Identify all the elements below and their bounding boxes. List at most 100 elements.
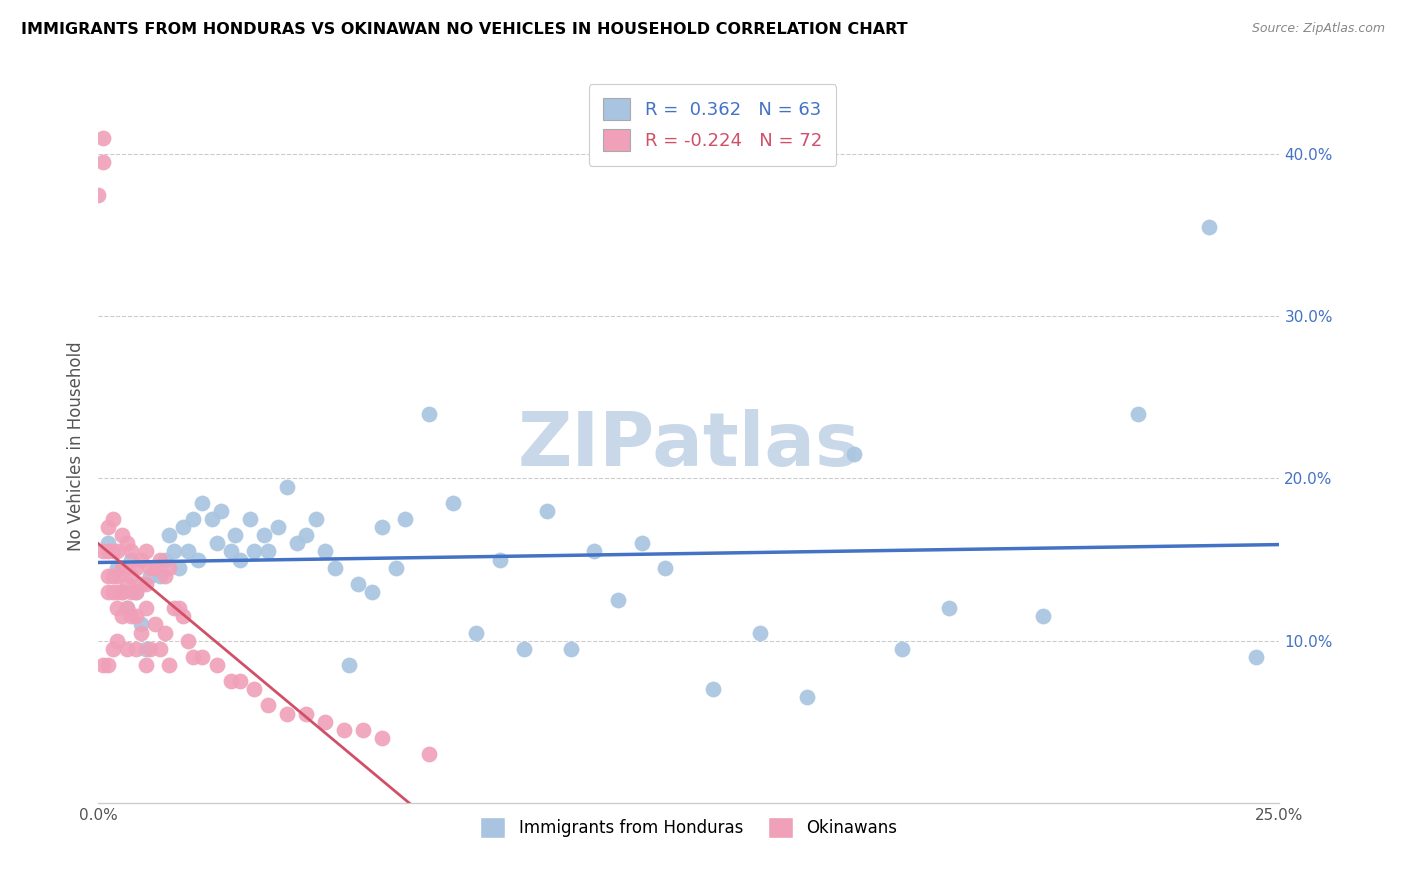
Point xyxy=(153,625,176,640)
Point xyxy=(167,560,190,574)
Point xyxy=(143,617,166,632)
Point xyxy=(748,625,770,640)
Point xyxy=(385,560,408,574)
Point xyxy=(243,682,266,697)
Point xyxy=(135,544,157,558)
Point xyxy=(97,544,120,558)
Point xyxy=(157,560,180,574)
Point xyxy=(702,682,724,697)
Point xyxy=(654,560,676,574)
Point xyxy=(844,447,866,461)
Y-axis label: No Vehicles in Household: No Vehicles in Household xyxy=(66,341,84,551)
Point xyxy=(115,536,138,550)
Point xyxy=(219,544,242,558)
Point xyxy=(111,585,134,599)
Point xyxy=(630,536,652,550)
Point xyxy=(115,601,138,615)
Point xyxy=(91,131,114,145)
Point xyxy=(135,577,157,591)
Point xyxy=(115,641,138,656)
Point xyxy=(583,544,606,558)
Point xyxy=(191,496,214,510)
Point xyxy=(1126,407,1149,421)
Point xyxy=(143,560,166,574)
Point xyxy=(101,568,124,582)
Point xyxy=(441,496,464,510)
Text: Source: ZipAtlas.com: Source: ZipAtlas.com xyxy=(1251,22,1385,36)
Point xyxy=(149,552,172,566)
Point xyxy=(285,536,308,550)
Point xyxy=(121,585,143,599)
Text: ZIPatlas: ZIPatlas xyxy=(517,409,860,483)
Text: IMMIGRANTS FROM HONDURAS VS OKINAWAN NO VEHICLES IN HOUSEHOLD CORRELATION CHART: IMMIGRANTS FROM HONDURAS VS OKINAWAN NO … xyxy=(21,22,908,37)
Point xyxy=(121,552,143,566)
Point xyxy=(167,601,190,615)
Point xyxy=(201,512,224,526)
Point xyxy=(129,617,152,632)
Point xyxy=(153,568,176,582)
Point xyxy=(135,657,157,672)
Point xyxy=(1244,649,1267,664)
Point xyxy=(125,585,148,599)
Point xyxy=(560,641,582,656)
Point xyxy=(121,544,143,558)
Point xyxy=(361,585,384,599)
Point xyxy=(177,544,200,558)
Point xyxy=(205,657,228,672)
Point xyxy=(314,714,336,729)
Point xyxy=(97,568,120,582)
Point xyxy=(371,731,394,745)
Point xyxy=(87,187,110,202)
Point xyxy=(157,657,180,672)
Point xyxy=(125,585,148,599)
Point xyxy=(125,560,148,574)
Point xyxy=(129,577,152,591)
Point xyxy=(97,520,120,534)
Point xyxy=(163,544,186,558)
Point xyxy=(125,641,148,656)
Point xyxy=(115,577,138,591)
Point xyxy=(276,706,298,721)
Point xyxy=(536,504,558,518)
Point xyxy=(224,528,246,542)
Point xyxy=(125,609,148,624)
Point xyxy=(257,698,280,713)
Point xyxy=(105,585,128,599)
Point xyxy=(135,601,157,615)
Point xyxy=(394,512,416,526)
Point xyxy=(314,544,336,558)
Point xyxy=(890,641,912,656)
Point xyxy=(91,657,114,672)
Point xyxy=(209,504,232,518)
Point xyxy=(111,528,134,542)
Point xyxy=(177,633,200,648)
Point xyxy=(229,674,252,689)
Point xyxy=(796,690,818,705)
Point xyxy=(172,609,194,624)
Point xyxy=(205,536,228,550)
Point xyxy=(295,528,318,542)
Point xyxy=(91,544,114,558)
Point xyxy=(219,674,242,689)
Point xyxy=(243,544,266,558)
Point xyxy=(257,544,280,558)
Point xyxy=(139,568,162,582)
Point xyxy=(163,601,186,615)
Point xyxy=(352,723,374,737)
Point xyxy=(91,155,114,169)
Point xyxy=(333,723,356,737)
Point xyxy=(512,641,534,656)
Point xyxy=(1198,220,1220,235)
Point xyxy=(276,479,298,493)
Point xyxy=(115,601,138,615)
Point xyxy=(229,552,252,566)
Point xyxy=(121,568,143,582)
Point xyxy=(181,512,204,526)
Point xyxy=(121,609,143,624)
Point xyxy=(465,625,488,640)
Point xyxy=(1032,609,1054,624)
Point xyxy=(253,528,276,542)
Point xyxy=(101,641,124,656)
Point xyxy=(97,536,120,550)
Point xyxy=(111,609,134,624)
